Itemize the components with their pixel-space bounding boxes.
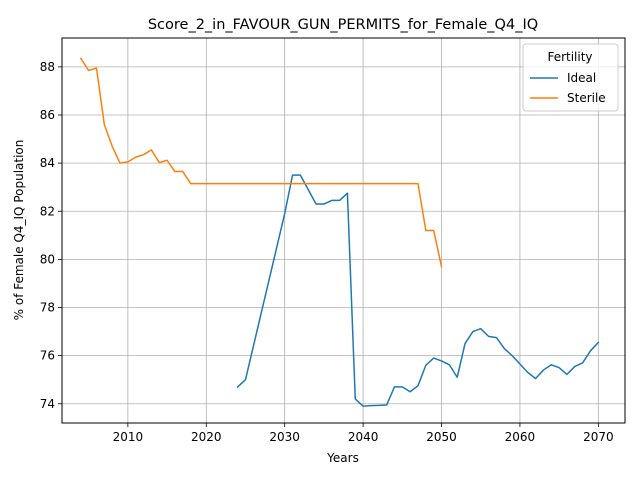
chart-title: Score_2_in_FAVOUR_GUN_PERMITS_for_Female… — [148, 17, 538, 33]
y-tick-label: 74 — [40, 397, 55, 411]
plot-frame — [61, 37, 626, 424]
x-tick-label: 2020 — [191, 430, 222, 444]
x-tick-label: 2050 — [426, 430, 457, 444]
x-tick-label: 2030 — [269, 430, 300, 444]
y-axis-label: % of Female Q4_IQ Population — [12, 140, 26, 321]
series-line-ideal — [236, 174, 600, 407]
x-tick-label: 2060 — [505, 430, 536, 444]
series-line-sterile — [79, 57, 443, 268]
legend: Fertility Ideal Sterile — [522, 43, 619, 112]
legend-label-sterile: Sterile — [567, 91, 606, 105]
grid — [62, 38, 625, 423]
y-tick-label: 80 — [40, 252, 55, 266]
y-tick-label: 78 — [40, 301, 55, 315]
x-tick-label: 2010 — [113, 430, 144, 444]
y-tick-label: 82 — [40, 204, 55, 218]
y-tick-label: 88 — [40, 60, 55, 74]
x-axis: 2010 2020 2030 2040 2050 2060 2070 — [113, 423, 614, 444]
legend-label-ideal: Ideal — [567, 71, 596, 85]
y-tick-label: 86 — [40, 108, 55, 122]
legend-box — [522, 43, 619, 112]
x-axis-label: Years — [326, 451, 359, 465]
y-axis: 74 76 78 80 82 84 86 88 — [40, 60, 62, 411]
y-tick-label: 84 — [40, 156, 55, 170]
x-tick-label: 2040 — [348, 430, 379, 444]
y-tick-label: 76 — [40, 349, 55, 363]
series-group — [79, 57, 600, 407]
x-tick-label: 2070 — [583, 430, 614, 444]
legend-title: Fertility — [547, 50, 592, 64]
